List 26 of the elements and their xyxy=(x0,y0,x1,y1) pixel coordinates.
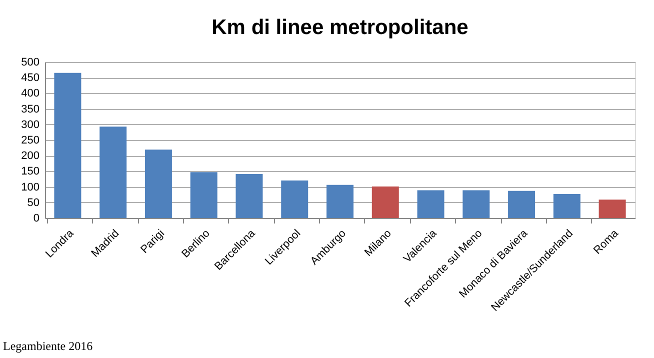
bar xyxy=(598,200,626,218)
y-tick-label: 250 xyxy=(21,134,40,146)
bar xyxy=(281,180,308,218)
bar xyxy=(417,190,444,218)
y-tick-label: 450 xyxy=(21,72,40,84)
bar xyxy=(372,186,399,218)
bar xyxy=(54,72,82,218)
y-tick-label: 100 xyxy=(21,181,40,194)
bar xyxy=(508,190,536,218)
chart-title: Km di linee metropolitane xyxy=(212,16,468,39)
bar xyxy=(326,184,354,218)
y-tick-label: 50 xyxy=(27,196,40,209)
bar xyxy=(100,126,127,218)
text: Legambiente 2016 xyxy=(3,339,93,353)
y-tick-label: 400 xyxy=(21,88,40,100)
y-tick-label: 300 xyxy=(21,118,40,131)
bar xyxy=(144,150,172,218)
y-tick-label: 350 xyxy=(21,103,40,116)
y-tick-label: 200 xyxy=(21,150,40,162)
bar xyxy=(236,174,263,218)
bar xyxy=(190,172,218,218)
bar xyxy=(462,190,490,218)
y-tick-label: 0 xyxy=(33,212,40,224)
y-tick-label: 150 xyxy=(21,166,40,178)
bar xyxy=(553,194,580,218)
y-tick-label: 500 xyxy=(21,56,40,68)
